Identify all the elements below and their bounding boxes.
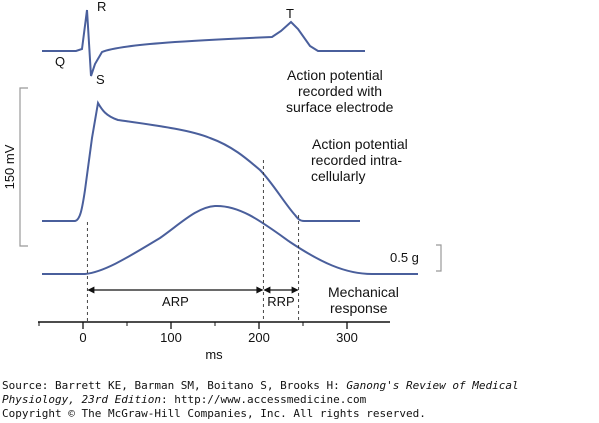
time-axis-unit: ms [205,347,223,362]
refractory-period-arrows [87,286,299,294]
ecg-label-q: Q [55,54,65,69]
ecg-trace [42,9,365,77]
intracellular-ap-trace [42,100,360,222]
source-line-1: Source: Barrett KE, Barman SM, Boitano S… [2,379,519,392]
force-scale-bracket [436,244,442,272]
time-axis-tick-label: 0 [79,330,86,345]
ecg-label-r: R [97,0,106,14]
source-prefix: Source: Barrett KE, Barman SM, Boitano S… [2,379,347,392]
ecg-label-t: T [286,6,294,21]
arp-label: ARP [162,294,189,309]
voltage-scale-bracket [19,87,28,247]
mechanical-response-trace [42,204,418,275]
ecg-caption-line1: Action potential [287,67,383,83]
intracellular-caption-line3: cellularly [311,168,365,184]
mechanical-caption-line1: Mechanical [328,284,399,300]
period-guide-lines [86,160,300,322]
force-scale-label: 0.5 g [390,250,419,265]
source-url: : http://www.accessmedicine.com [160,393,367,406]
ecg-caption-line3: surface electrode [286,99,394,115]
ecg-label-s: S [96,72,105,87]
rrp-arrow [263,286,299,294]
source-edition: Physiology, 23rd Edition [2,393,161,406]
time-axis-tick-label: 200 [248,330,270,345]
intracellular-caption-line1: Action potential [312,136,408,152]
source-book-title: Ganong's Review of Medical [346,379,519,392]
voltage-scale-label: 150 mV [2,144,17,189]
ecg-caption-line2: recorded with [298,83,382,99]
copyright-line: Copyright © The McGraw-Hill Companies, I… [2,407,426,420]
source-line-2: Physiology, 23rd Edition: http://www.acc… [2,393,366,406]
intracellular-caption-line2: recorded intra- [311,152,402,168]
arp-arrow [87,286,264,294]
time-axis-ticks: 0 100 200 300 [38,322,358,345]
time-axis-tick-label: 100 [160,330,182,345]
mechanical-caption-line2: response [330,300,388,316]
time-axis-tick-label: 300 [336,330,358,345]
rrp-label: RRP [267,294,294,309]
